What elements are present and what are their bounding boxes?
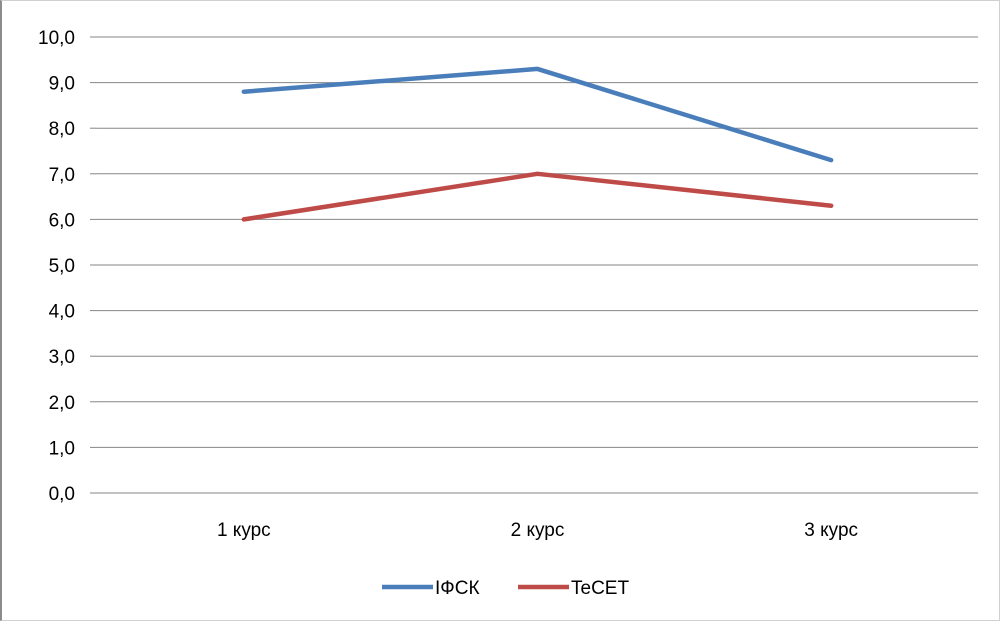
y-tick-label: 7,0 (49, 165, 75, 186)
y-tick-label: 0,0 (49, 484, 75, 505)
y-tick-label: 2,0 (49, 393, 75, 414)
gridlines (90, 36, 978, 494)
legend: ІФСК TeCET (382, 578, 629, 599)
y-tick-label: 9,0 (49, 74, 75, 95)
x-axis-tick-labels: 1 курс 2 курс 3 курс (217, 520, 858, 541)
x-tick-label: 3 курс (804, 520, 858, 541)
y-tick-label: 1,0 (49, 438, 75, 459)
series-line (241, 171, 834, 222)
series-lines (241, 66, 834, 222)
series-line (241, 66, 834, 163)
y-tick-label: 6,0 (49, 210, 75, 231)
y-tick-label: 10,0 (38, 28, 75, 49)
y-tick-label: 8,0 (49, 119, 75, 140)
y-tick-label: 4,0 (49, 302, 75, 323)
x-tick-label: 1 курс (217, 520, 271, 541)
y-axis-tick-labels: 0,0 1,0 2,0 3,0 4,0 5,0 6,0 7,0 8,0 9,0 10,0 (38, 28, 75, 505)
legend-label: ІФСК (435, 578, 480, 599)
legend-label: TeCET (571, 578, 629, 599)
y-tick-label: 3,0 (49, 347, 75, 368)
x-tick-label: 2 курс (511, 520, 565, 541)
y-tick-label: 5,0 (49, 256, 75, 277)
